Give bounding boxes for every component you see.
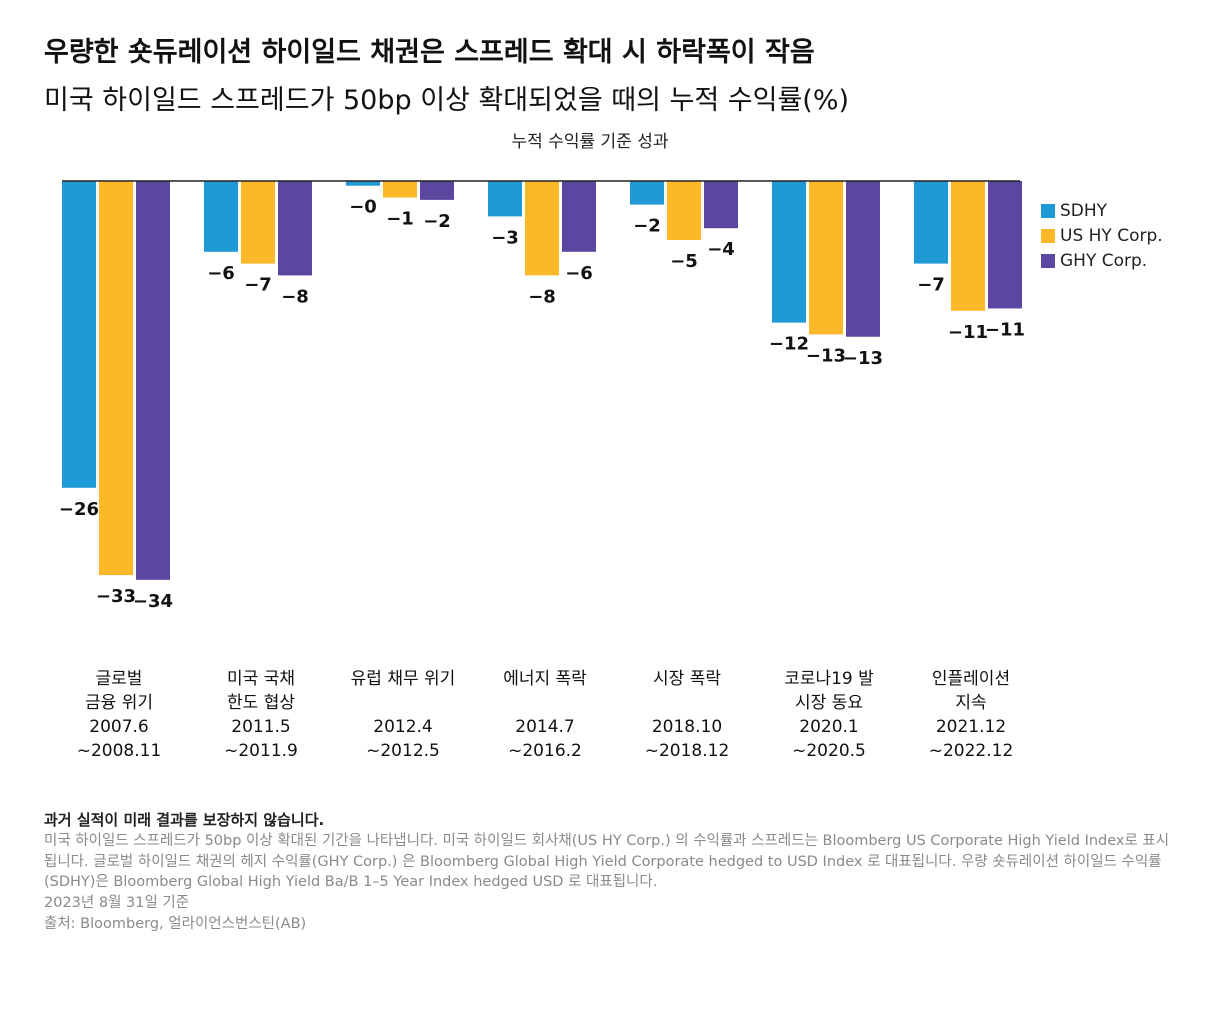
data-label: −26 [59,499,99,520]
data-label: −13 [843,348,883,369]
data-label: −5 [670,251,698,272]
x-tick-label: 금융 위기 [85,693,153,713]
data-label: −12 [769,334,809,355]
bar [914,181,948,264]
bar [346,181,380,186]
bar [846,181,880,337]
data-label: −7 [917,275,945,296]
x-tick-label: 지속 [955,693,986,713]
legend-label: SDHY [1060,201,1108,221]
bar [951,181,985,311]
data-label: −33 [96,586,136,607]
period-label: ~2008.11 [77,741,162,761]
period-label: 2020.1 [799,717,858,737]
period-label: ~2012.5 [366,741,440,761]
subtitle: 미국 하이일드 스프레드가 50bp 이상 확대되었을 때의 누적 수익률(%) [44,85,850,116]
bar [562,181,596,252]
data-label: −34 [133,591,173,612]
period-label: 2021.12 [936,717,1006,737]
title: 우량한 숏듀레이션 하이일드 채권은 스프레드 확대 시 하락폭이 작음 [44,37,815,68]
data-label: −1 [386,209,414,230]
source: 출처: Bloomberg, 얼라이언스번스틴(AB) [44,915,307,932]
period-label: 2014.7 [515,717,574,737]
bar [420,181,454,200]
bar [204,181,238,252]
note: 미국 하이일드 스프레드가 50bp 이상 확대된 기간을 나타냅니다. 미국 … [44,832,1170,891]
period-label: 2018.10 [652,717,722,737]
period-label: ~2020.5 [792,741,866,761]
legend-swatch [1041,204,1055,218]
data-label: −6 [207,263,235,284]
x-tick-label: 한도 협상 [227,693,295,713]
period-label: ~2018.12 [645,741,730,761]
bar [488,181,522,217]
data-label: −11 [948,322,988,343]
data-label: −11 [985,319,1025,340]
x-tick-label: 시장 동요 [795,693,863,713]
x-tick-label: 인플레이션 [932,669,1010,689]
legend-swatch [1041,229,1055,243]
period-label: 2007.6 [89,717,148,737]
x-tick-label: 에너지 폭락 [503,669,587,689]
data-label: −0 [349,197,377,218]
period-label: ~2016.2 [508,741,582,761]
bar [62,181,96,488]
period-label: 2012.4 [373,717,432,737]
chart-caption: 누적 수익률 기준 성과 [512,132,669,152]
data-label: −3 [491,227,519,248]
period-label: ~2011.9 [224,741,298,761]
x-tick-label: 시장 폭락 [653,669,721,689]
notes: 과거 실적이 미래 결과를 보장하지 않습니다. 미국 하이일드 스프레드가 5… [44,810,1174,935]
x-tick-label: 미국 국채 [227,669,295,689]
chart: 누적 수익률 기준 성과 −26 −6 −0 −3 −2 −12 −7 −33 −7 −1 −8 −5… [59,132,1163,761]
bar [630,181,664,205]
data-label: −8 [528,286,556,307]
bar [278,181,312,276]
bar [988,181,1022,309]
bar [772,181,806,323]
data-label: −8 [281,286,309,307]
bar [99,181,133,576]
data-label: −13 [806,345,846,366]
data-label: −4 [707,239,735,260]
period-label: 2011.5 [231,717,290,737]
data-label: −2 [633,216,661,237]
x-tick-label: 코로나19 발 [784,669,874,689]
legend-label: GHY Corp. [1060,251,1147,271]
data-label: −6 [565,263,593,284]
bar [809,181,843,335]
disclaimer: 과거 실적이 미래 결과를 보장하지 않습니다. [44,811,325,829]
bar [383,181,417,198]
bar [525,181,559,276]
data-label: −2 [423,211,451,232]
bar [136,181,170,580]
x-tick-label: 유럽 채무 위기 [351,669,456,689]
bar [667,181,701,240]
bar [241,181,275,264]
period-label: ~2022.12 [929,741,1014,761]
data-label: −7 [244,275,272,296]
date-note: 2023년 8월 31일 기준 [44,895,190,912]
x-tick-label: 글로벌 [96,669,143,689]
legend-swatch [1041,254,1055,268]
bar [704,181,738,229]
legend-label: US HY Corp. [1060,226,1163,246]
